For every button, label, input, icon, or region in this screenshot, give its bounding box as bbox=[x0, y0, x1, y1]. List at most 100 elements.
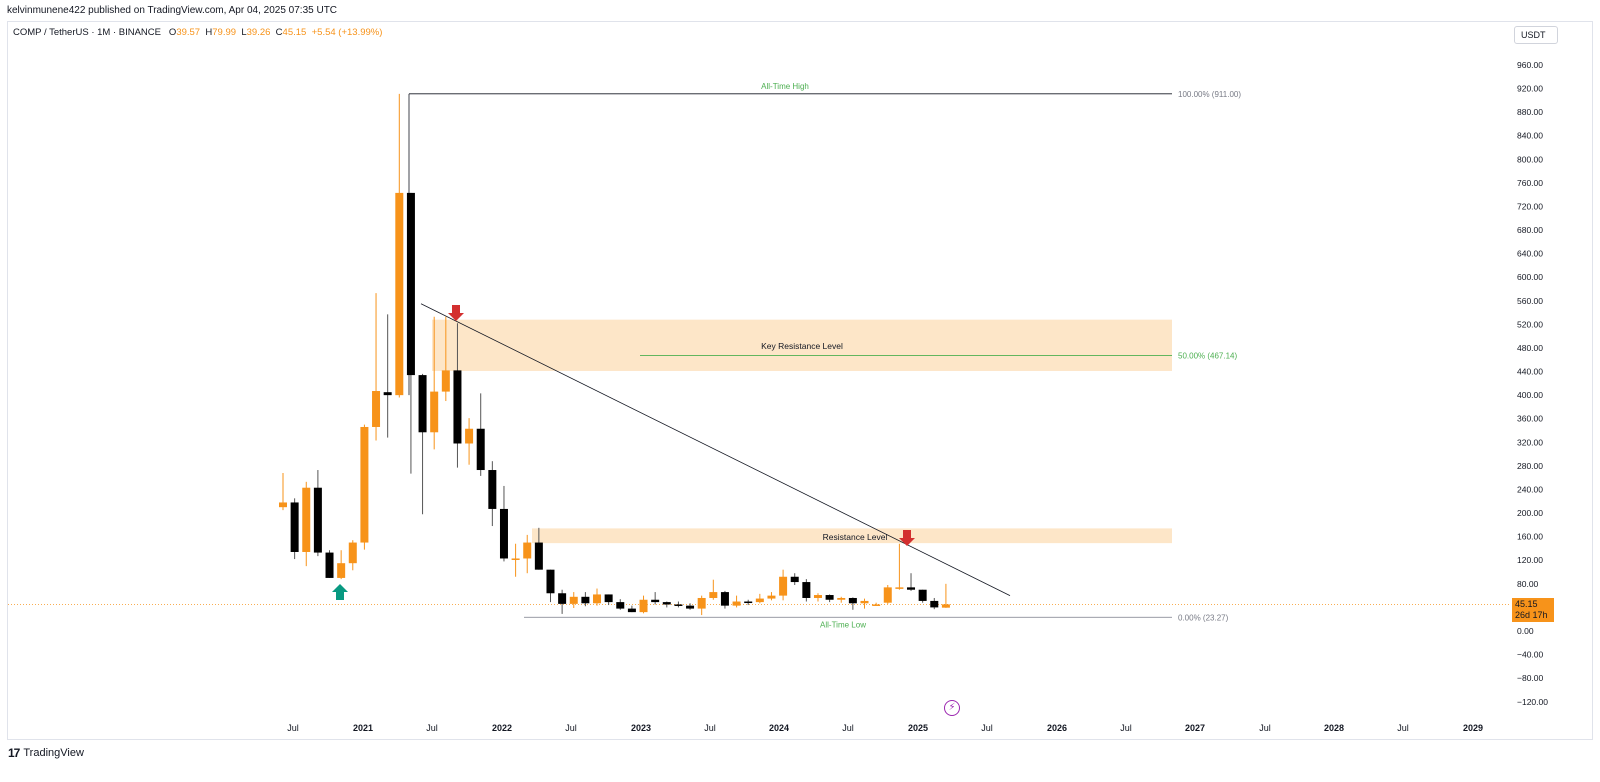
open-label: O bbox=[168, 27, 177, 38]
time-tick-label: 2022 bbox=[492, 723, 512, 733]
candle-body bbox=[883, 587, 892, 603]
candle-body bbox=[453, 370, 462, 444]
price-tick-label: 0.00 bbox=[1517, 626, 1534, 636]
candle-body bbox=[895, 587, 904, 589]
price-tick-label: 920.00 bbox=[1517, 84, 1543, 94]
price-tick-label: 640.00 bbox=[1517, 249, 1543, 259]
candle-body bbox=[488, 470, 497, 509]
candle-body bbox=[523, 542, 532, 559]
price-tick-label: 880.00 bbox=[1517, 107, 1543, 117]
time-tick-label: Jul bbox=[565, 723, 577, 733]
candle-body bbox=[744, 601, 753, 604]
high-label: H bbox=[205, 27, 213, 38]
price-tick-label: −40.00 bbox=[1517, 650, 1544, 660]
fib-label: 0.00% (23.27) bbox=[1178, 613, 1229, 622]
candle-body bbox=[279, 502, 287, 508]
bar-countdown: 26d 17h bbox=[1515, 610, 1548, 620]
candle-body bbox=[779, 576, 788, 596]
arrow-up-icon bbox=[332, 584, 348, 600]
price-tick-label: 520.00 bbox=[1517, 319, 1543, 329]
open-value: 39.57 bbox=[176, 27, 201, 38]
time-tick-label: Jul bbox=[704, 723, 716, 733]
time-tick-label: 2023 bbox=[631, 723, 651, 733]
price-tick-label: 480.00 bbox=[1517, 343, 1543, 353]
candle-body bbox=[860, 600, 869, 604]
candle-body bbox=[837, 597, 846, 600]
candle-body bbox=[872, 604, 881, 606]
candle-body bbox=[546, 569, 555, 594]
candle-body bbox=[383, 392, 392, 396]
candle-body bbox=[372, 391, 381, 427]
candle-body bbox=[313, 487, 322, 553]
candle-body bbox=[941, 604, 950, 608]
price-tick-label: 760.00 bbox=[1517, 178, 1543, 188]
publisher-info: kelvinmunene422 published on TradingView… bbox=[7, 5, 338, 16]
candle-body bbox=[813, 595, 822, 598]
currency-button[interactable]: USDT bbox=[1514, 26, 1558, 44]
candles-layer bbox=[279, 93, 950, 616]
symbol-legend[interactable]: COMP / TetherUS · 1M · BINANCE O39.57 H7… bbox=[13, 27, 382, 38]
price-tick-label: 800.00 bbox=[1517, 154, 1543, 164]
candle-body bbox=[907, 587, 916, 590]
candle-body bbox=[441, 370, 450, 392]
candle-body bbox=[558, 593, 567, 604]
tradingview-logo[interactable]: 17 TradingView bbox=[8, 746, 84, 760]
candle-body bbox=[499, 508, 508, 559]
candle-body bbox=[755, 598, 764, 603]
candle-body bbox=[662, 602, 671, 605]
candle-body bbox=[930, 600, 939, 608]
candle-body bbox=[767, 595, 776, 599]
candle-body bbox=[476, 428, 485, 471]
arrow-down-icon bbox=[899, 530, 915, 546]
candle-body bbox=[825, 595, 834, 600]
time-tick-label: Jul bbox=[426, 723, 438, 733]
time-tick-label: 2028 bbox=[1324, 723, 1344, 733]
ath-label: All-Time High bbox=[761, 82, 809, 91]
price-tick-label: 560.00 bbox=[1517, 296, 1543, 306]
candle-body bbox=[709, 592, 718, 598]
candle-body bbox=[348, 542, 357, 564]
price-tick-label: −120.00 bbox=[1517, 697, 1548, 707]
resistance-zone bbox=[532, 528, 1172, 544]
candle-body bbox=[720, 592, 729, 606]
candle-body bbox=[651, 599, 660, 603]
close-value: 45.15 bbox=[282, 27, 307, 38]
time-tick-label: 2029 bbox=[1463, 723, 1483, 733]
price-tick-label: 400.00 bbox=[1517, 390, 1543, 400]
price-tick-label: 80.00 bbox=[1517, 579, 1539, 589]
time-tick-label: 2025 bbox=[908, 723, 928, 733]
symbol-name[interactable]: COMP / TetherUS · 1M · BINANCE bbox=[13, 27, 161, 38]
trendline bbox=[420, 303, 1011, 596]
chart-frame bbox=[7, 21, 1593, 740]
low-label: L bbox=[241, 27, 247, 38]
atl-label: All-Time Low bbox=[820, 620, 866, 629]
price-tick-label: 320.00 bbox=[1517, 437, 1543, 447]
zones-layer: Key Resistance Level Resistance Level bbox=[432, 319, 1172, 544]
candle-body bbox=[616, 602, 625, 609]
price-tick-label: 240.00 bbox=[1517, 484, 1543, 494]
lightning-icon[interactable]: ⚡ bbox=[944, 700, 960, 716]
price-tick-label: 720.00 bbox=[1517, 201, 1543, 211]
candle-body bbox=[697, 597, 706, 609]
fib-label: 100.00% (911.00) bbox=[1178, 90, 1241, 99]
time-tick-label: Jul bbox=[1397, 723, 1409, 733]
candle-body bbox=[430, 391, 439, 433]
candle-body bbox=[406, 192, 415, 376]
candle-body bbox=[802, 582, 811, 598]
time-tick-label: 2021 bbox=[353, 723, 373, 733]
time-tick-label: 2024 bbox=[769, 723, 789, 733]
close-label: C bbox=[275, 27, 283, 38]
price-tick-label: 200.00 bbox=[1517, 508, 1543, 518]
candle-body bbox=[639, 599, 648, 613]
price-tick-label: 280.00 bbox=[1517, 461, 1543, 471]
price-tick-label: 960.00 bbox=[1517, 60, 1543, 70]
price-tick-label: 840.00 bbox=[1517, 131, 1543, 141]
price-axis: −120.00−80.00−40.000.0040.0080.00120.001… bbox=[1517, 60, 1548, 707]
high-value: 79.99 bbox=[212, 27, 237, 38]
price-tick-label: 600.00 bbox=[1517, 272, 1543, 282]
candle-body bbox=[395, 192, 404, 396]
candle-body bbox=[732, 601, 741, 606]
zone-label: Resistance Level bbox=[823, 532, 888, 542]
time-tick-label: Jul bbox=[287, 723, 299, 733]
